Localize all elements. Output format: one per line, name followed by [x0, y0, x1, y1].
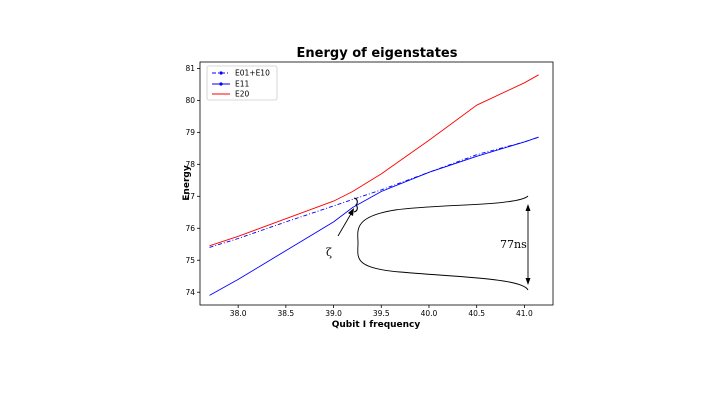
chart-title: Energy of eigenstates — [297, 46, 458, 61]
series-line-e20 — [209, 74, 539, 247]
legend-marker-e01e10 — [219, 71, 223, 75]
annotation-zeta: ζ — [326, 246, 332, 259]
x-tick-label: 38.5 — [278, 309, 295, 318]
y-tick-label: 79 — [185, 128, 195, 137]
x-axis: 38.0 38.5 39.0 39.5 40.0 40.5 41.0 — [230, 305, 533, 318]
x-tick-label: 39.5 — [373, 309, 390, 318]
legend-label-e20: E20 — [235, 90, 250, 99]
legend-marker-e11 — [219, 82, 223, 86]
series-line-e01-e10 — [209, 136, 539, 248]
x-axis-label: Qubit I frequency — [332, 320, 421, 330]
y-tick-label: 78 — [185, 160, 195, 169]
y-tick-label: 74 — [185, 288, 195, 297]
zeta-arrow-head — [348, 208, 354, 216]
legend-label-e01e10: E01+E10 — [235, 69, 270, 78]
annotation-77ns: 77ns — [500, 238, 527, 251]
duration-arrow-head-up — [525, 204, 531, 211]
y-tick-label: 81 — [185, 64, 195, 73]
zeta-arrow — [337, 211, 353, 237]
x-tick-label: 40.5 — [468, 309, 485, 318]
x-tick-label: 40.0 — [421, 309, 438, 318]
x-tick-label: 39.0 — [325, 309, 342, 318]
legend-box — [206, 65, 278, 101]
y-axis-label: Energy — [182, 165, 192, 201]
legend: E01+E10 E11 E20 — [206, 65, 278, 101]
y-tick-label: 77 — [185, 192, 195, 201]
x-tick-label: 41.0 — [516, 309, 533, 318]
gap-bracket — [353, 197, 358, 213]
series-line-e11 — [209, 136, 539, 296]
duration-arrow-head-down — [525, 278, 531, 285]
y-tick-label: 80 — [185, 96, 195, 105]
series-group — [209, 74, 539, 296]
y-tick-label: 75 — [185, 256, 195, 265]
y-axis: 74 75 76 77 78 79 80 81 — [185, 64, 200, 297]
plot-area — [199, 61, 554, 306]
pulse-shape — [357, 195, 529, 291]
y-tick-label: 76 — [185, 224, 195, 233]
legend-label-e11: E11 — [235, 80, 250, 89]
x-tick-label: 38.0 — [230, 309, 247, 318]
